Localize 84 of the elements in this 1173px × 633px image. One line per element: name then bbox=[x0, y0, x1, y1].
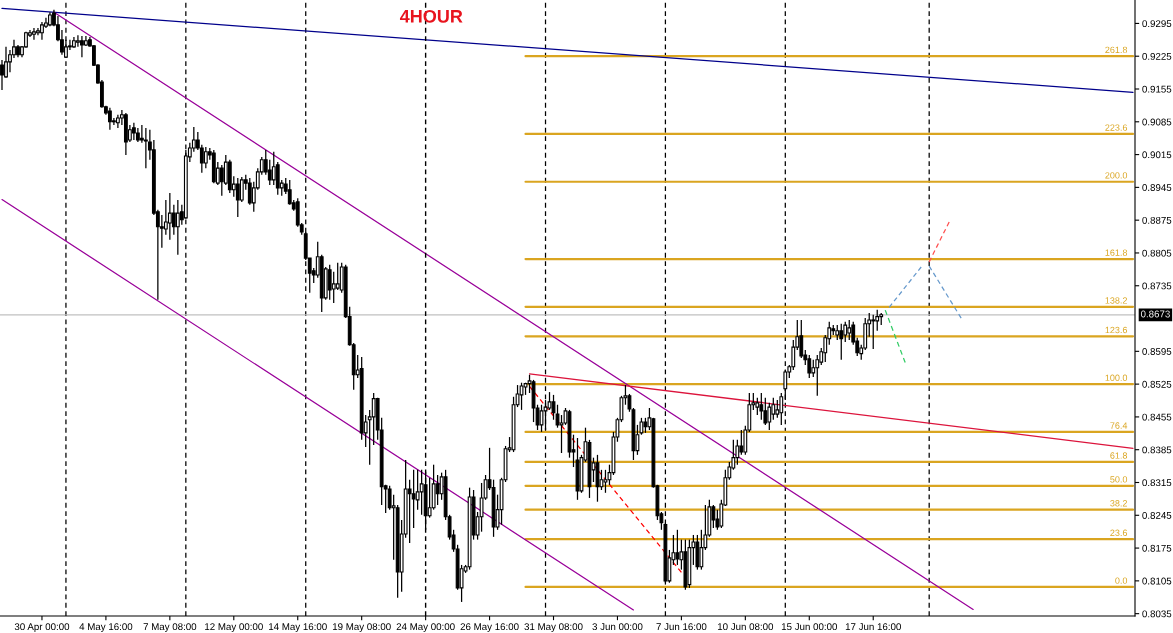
x-tick-label: 24 May 00:00 bbox=[396, 623, 455, 633]
candlestick bbox=[839, 323, 844, 361]
candlestick bbox=[779, 392, 784, 426]
y-tick-label: 0.8455 bbox=[1142, 413, 1172, 421]
series-label: 138.2 bbox=[1105, 297, 1127, 304]
y-tick-label: 0.9225 bbox=[1142, 52, 1172, 60]
y-tick-label: 0.8035 bbox=[1142, 610, 1172, 618]
y-tick-label: 0.8595 bbox=[1142, 348, 1172, 355]
y-tick-label: 0.8105 bbox=[1142, 577, 1172, 585]
y-tick-label: 0.8945 bbox=[1142, 184, 1172, 191]
y-tick-label: 0.8875 bbox=[1142, 216, 1172, 224]
x-tick-label: 3 Jun 00:00 bbox=[592, 623, 643, 631]
candlestick bbox=[143, 127, 148, 169]
y-tick-label: 0.9015 bbox=[1142, 151, 1172, 159]
candlestick bbox=[223, 154, 228, 186]
candlestick bbox=[415, 469, 420, 511]
x-tick-label: 17 Jun 16:00 bbox=[845, 623, 901, 631]
candlestick bbox=[219, 164, 224, 197]
candlestick bbox=[435, 474, 440, 506]
series-label: 50.0 bbox=[1110, 476, 1128, 483]
candlestick bbox=[335, 262, 340, 291]
x-tick-label: 7 May 08:00 bbox=[143, 623, 197, 633]
x-tick-label: 31 May 08:00 bbox=[524, 623, 583, 633]
candlestick bbox=[267, 159, 272, 186]
candlestick bbox=[32, 27, 36, 41]
candlestick bbox=[239, 176, 244, 203]
candlestick bbox=[175, 199, 180, 256]
y-tick-label: 0.9085 bbox=[1142, 118, 1172, 126]
candlestick bbox=[0, 59, 4, 91]
x-tick-label: 4 May 16:00 bbox=[79, 623, 133, 633]
series-label: 38.2 bbox=[1110, 500, 1127, 507]
series-label: 76.4 bbox=[1110, 422, 1128, 429]
candlestick bbox=[767, 402, 772, 431]
x-tick-label: 15 Jun 00:00 bbox=[781, 623, 838, 631]
y-tick-label: 0.8735 bbox=[1142, 282, 1172, 290]
series-label: 161.8 bbox=[1105, 249, 1128, 256]
series-label: 100.0 bbox=[1105, 374, 1128, 381]
x-tick-label: 12 May 00:00 bbox=[205, 623, 263, 633]
candlestick bbox=[759, 392, 764, 421]
x-tick-label: 7 Jun 16:00 bbox=[656, 623, 707, 631]
candlestick bbox=[275, 161, 280, 196]
y-tick-label: 0.8245 bbox=[1142, 512, 1172, 519]
candlestick bbox=[763, 397, 768, 426]
candlestick bbox=[735, 439, 740, 466]
candlestick bbox=[675, 529, 680, 566]
y-tick-label: 0.9155 bbox=[1142, 85, 1172, 93]
candlestick bbox=[699, 529, 704, 571]
x-tick-label: 30 Apr 00:00 bbox=[14, 623, 70, 633]
candlestick bbox=[271, 151, 276, 186]
series-label: 261.8 bbox=[1105, 46, 1128, 54]
candlestick bbox=[539, 404, 544, 433]
candlestick bbox=[603, 469, 608, 494]
x-tick-label: 10 Jun 08:00 bbox=[717, 623, 774, 631]
series-label: 200.0 bbox=[1105, 172, 1128, 179]
candlestick bbox=[595, 454, 600, 503]
candlestick bbox=[80, 35, 84, 58]
y-tick-label: 0.8385 bbox=[1142, 446, 1172, 454]
x-tick-label: 14 May 16:00 bbox=[269, 623, 327, 633]
y-tick-label: 0.8175 bbox=[1142, 544, 1172, 552]
candlestick bbox=[167, 192, 172, 241]
y-tick-label: 0.8315 bbox=[1142, 479, 1172, 487]
y-tick-label: 0.8805 bbox=[1142, 249, 1172, 257]
series-label: 23.6 bbox=[1110, 529, 1128, 536]
candlestick bbox=[411, 469, 416, 529]
ref-line-label: 0.8673 bbox=[1140, 310, 1170, 318]
candlestick bbox=[871, 314, 876, 350]
candlestick bbox=[76, 34, 80, 48]
candlestick bbox=[235, 177, 240, 218]
series-label: 0.0 bbox=[1115, 577, 1128, 584]
series-label: 223.6 bbox=[1105, 124, 1128, 131]
y-tick-label: 0.9295 bbox=[1142, 20, 1172, 28]
x-tick-label: 19 May 08:00 bbox=[332, 623, 391, 633]
candlestick bbox=[847, 319, 852, 341]
candlestick bbox=[739, 429, 744, 456]
candlestick bbox=[799, 319, 804, 359]
candlestick bbox=[815, 354, 820, 397]
series-label: 123.6 bbox=[1105, 326, 1128, 334]
candlestick bbox=[371, 392, 376, 446]
x-tick-label: 26 May 16:00 bbox=[460, 623, 519, 633]
candlestick bbox=[519, 382, 524, 411]
chart-title: 4HOUR bbox=[399, 9, 463, 23]
y-tick-label: 0.8525 bbox=[1142, 380, 1172, 388]
candlestick bbox=[203, 146, 208, 169]
series-label: 61.8 bbox=[1110, 452, 1128, 459]
